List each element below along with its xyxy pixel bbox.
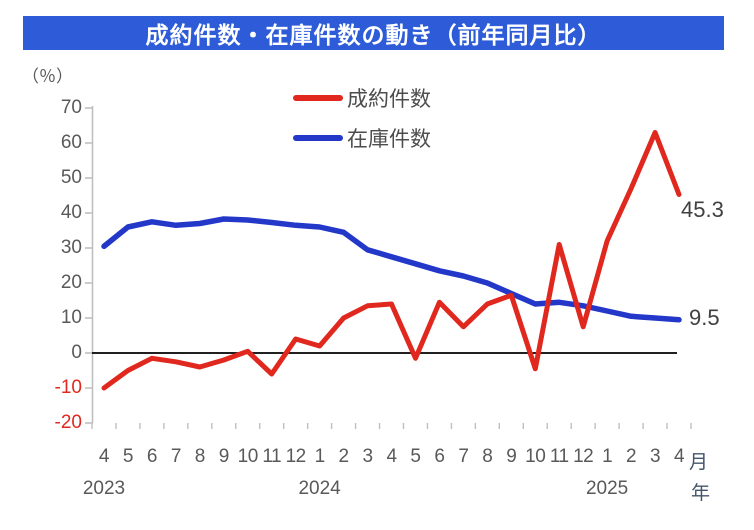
inventory-line-swatch xyxy=(293,134,343,141)
x-tick-label: 3 xyxy=(650,446,661,467)
legend: 成約件数 在庫件数 xyxy=(293,86,431,151)
x-tick-label: 4 xyxy=(673,446,685,467)
x-tick-label: 10 xyxy=(525,446,546,467)
legend-item-inventory: 在庫件数 xyxy=(293,126,431,151)
title-banner: 成約件数・在庫件数の動き（前年同月比） xyxy=(23,16,724,50)
x-tick-label: 10 xyxy=(237,446,259,467)
x-tick-label: 9 xyxy=(218,446,230,467)
y-tick-label: 60 xyxy=(60,132,82,153)
y-tick-label: 20 xyxy=(60,272,82,293)
y-tick-label: -20 xyxy=(54,412,82,433)
y-tick-label: 30 xyxy=(60,237,82,258)
x-tick-label: 6 xyxy=(434,446,445,467)
y-tick-label: 40 xyxy=(60,202,82,223)
x-tick-label: 12 xyxy=(573,446,594,467)
x-tick-label: 5 xyxy=(122,446,134,467)
year-unit-label: 年 xyxy=(691,483,711,504)
x-tick-label: 2 xyxy=(626,446,637,467)
year-label: 2024 xyxy=(298,478,341,499)
x-tick-label: 9 xyxy=(506,446,517,467)
y-tick-label: 10 xyxy=(60,307,82,328)
inventory-series-line xyxy=(101,216,682,323)
x-tick-label: 8 xyxy=(194,446,206,467)
x-tick-label: 8 xyxy=(482,446,493,467)
x-tick-label: 4 xyxy=(98,446,110,467)
contracts-line-swatch xyxy=(293,94,343,101)
y-tick-label: -10 xyxy=(54,377,82,398)
y-tick-label: 70 xyxy=(60,97,82,118)
legend-label-contracts: 成約件数 xyxy=(347,87,431,111)
x-tick-label: 11 xyxy=(262,446,282,467)
year-label: 2025 xyxy=(585,478,629,499)
legend-item-contracts: 成約件数 xyxy=(293,86,431,111)
end-label-contracts: 45.3 xyxy=(681,197,724,222)
x-tick-label: 7 xyxy=(458,446,469,467)
x-tick-label: 7 xyxy=(170,446,182,467)
month-unit-label: 月 xyxy=(689,452,709,473)
contracts-series-line xyxy=(101,130,682,391)
x-tick-label: 1 xyxy=(314,446,326,467)
y-tick-label: 50 xyxy=(60,167,82,188)
x-tick-label: 1 xyxy=(602,446,613,467)
x-tick-label: 3 xyxy=(362,446,373,467)
end-label-inventory: 9.5 xyxy=(689,305,720,330)
year-label: 2023 xyxy=(82,478,126,499)
x-tick-label: 12 xyxy=(285,446,307,467)
y-tick-label: 0 xyxy=(71,342,82,363)
x-tick-label: 4 xyxy=(386,446,397,467)
y-axis-unit-label: （％） xyxy=(22,67,73,86)
x-tick-label: 11 xyxy=(549,446,569,467)
x-tick-label: 2 xyxy=(338,446,350,467)
x-tick-label: 6 xyxy=(146,446,158,467)
x-tick-label: 5 xyxy=(410,446,421,467)
legend-label-inventory: 在庫件数 xyxy=(347,127,431,151)
chart-title: 成約件数・在庫件数の動き（前年同月比） xyxy=(145,22,602,48)
